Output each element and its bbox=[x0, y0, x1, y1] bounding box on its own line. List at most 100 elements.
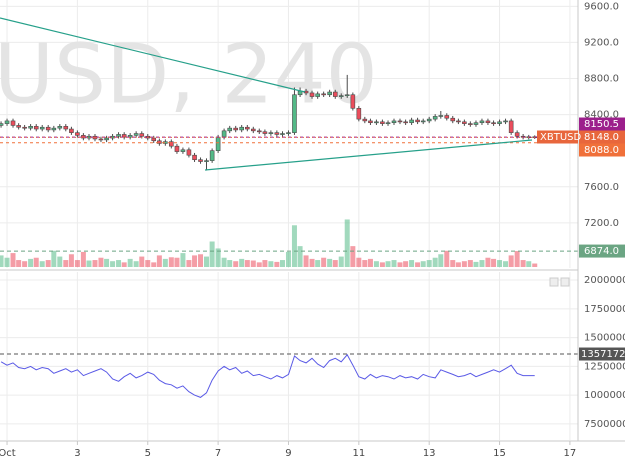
candle-body bbox=[151, 137, 157, 142]
candle-body bbox=[391, 120, 397, 124]
candle-body bbox=[368, 120, 373, 124]
candle-body bbox=[116, 134, 121, 137]
candle-body bbox=[514, 132, 520, 137]
indicator-tick-label: 7500000 bbox=[584, 419, 625, 430]
symbol-label: XBTUSD bbox=[540, 132, 581, 143]
volume-bar bbox=[68, 254, 74, 267]
candle-body bbox=[75, 132, 80, 136]
volume-bar bbox=[116, 260, 122, 267]
volume-bar bbox=[180, 253, 186, 267]
candle-body bbox=[245, 126, 250, 130]
x-tick-label: 3 bbox=[74, 448, 80, 459]
candle-body bbox=[33, 126, 39, 130]
symbol-label-box bbox=[537, 130, 578, 144]
pane-button[interactable] bbox=[560, 277, 570, 287]
candle-body bbox=[332, 91, 338, 97]
volume-bar bbox=[391, 260, 397, 267]
volume-bar bbox=[420, 261, 426, 267]
volume-bar bbox=[139, 256, 145, 267]
candle-body bbox=[233, 127, 239, 131]
volume-bar bbox=[110, 261, 116, 267]
volume-bar bbox=[397, 262, 403, 267]
volume-bar bbox=[532, 263, 538, 267]
volume-bar bbox=[479, 260, 485, 267]
indicator-line bbox=[0, 353, 535, 398]
x-tick-label: 5 bbox=[145, 448, 151, 459]
volume-bar bbox=[4, 257, 10, 267]
candle-body bbox=[28, 126, 33, 129]
x-tick-label: 9 bbox=[285, 448, 291, 459]
volume-bar bbox=[86, 260, 92, 267]
indicator-tick-label: 10000000 bbox=[584, 390, 625, 401]
level-label-box bbox=[579, 347, 625, 361]
candle-body bbox=[344, 94, 350, 97]
candle-body bbox=[239, 126, 244, 131]
volume-bar bbox=[133, 261, 139, 267]
candle-body bbox=[139, 133, 145, 137]
volume-bar bbox=[227, 260, 233, 267]
pane-button[interactable] bbox=[549, 277, 559, 287]
volume-bar bbox=[327, 258, 333, 267]
volume-bar bbox=[309, 258, 315, 267]
candle-body bbox=[268, 132, 274, 134]
candle-body bbox=[45, 126, 51, 131]
volume-bar bbox=[385, 261, 391, 267]
volume-bar bbox=[415, 262, 421, 267]
volume-bar bbox=[63, 260, 69, 267]
volume-bar bbox=[215, 248, 221, 267]
candle-body bbox=[444, 115, 450, 119]
volume-bar bbox=[291, 225, 297, 267]
candle-body bbox=[350, 94, 356, 109]
volume-bar bbox=[262, 260, 268, 267]
volume-bar bbox=[186, 260, 192, 267]
volume-bar bbox=[16, 260, 22, 267]
candle-body bbox=[292, 94, 297, 133]
volume-bar bbox=[168, 257, 174, 267]
volume-bar bbox=[491, 258, 497, 267]
volume-bar bbox=[362, 260, 368, 267]
volume-label-box bbox=[579, 244, 625, 258]
marks bbox=[0, 74, 578, 398]
volume-bar bbox=[33, 257, 39, 267]
volume-bar bbox=[332, 260, 338, 267]
candle-body bbox=[39, 126, 45, 130]
volume-bar bbox=[379, 262, 385, 267]
volume-bar bbox=[432, 257, 438, 267]
volume-bar bbox=[450, 260, 456, 267]
volume-bar bbox=[174, 257, 180, 267]
volume-bar bbox=[321, 257, 327, 267]
candle-body bbox=[286, 132, 291, 134]
candle-body bbox=[497, 121, 502, 124]
candle-body bbox=[221, 130, 227, 138]
volume-bar bbox=[508, 255, 514, 267]
volume-bar bbox=[192, 255, 198, 267]
volume-bar bbox=[373, 261, 379, 267]
candle-body bbox=[327, 91, 332, 96]
candle-body bbox=[426, 118, 432, 122]
watermark: USD, 240 bbox=[0, 27, 378, 122]
x-tick-label: 7 bbox=[215, 448, 221, 459]
candle-body bbox=[473, 122, 479, 125]
price-label: 8148.0 bbox=[584, 132, 619, 143]
y-tick-label: 7600.0 bbox=[584, 182, 619, 193]
volume-bar bbox=[57, 256, 63, 267]
x-tick-label: 15 bbox=[493, 448, 506, 459]
volume-bar bbox=[315, 260, 321, 267]
candle-body bbox=[250, 128, 256, 132]
x-tick-label: 17 bbox=[564, 448, 577, 459]
volume-bar bbox=[356, 257, 362, 267]
candle-body bbox=[491, 122, 496, 125]
volume-bar bbox=[279, 260, 285, 267]
volume-bar bbox=[444, 250, 450, 267]
volume-bar bbox=[367, 258, 373, 267]
volume-bar bbox=[250, 260, 256, 267]
candle-body bbox=[321, 93, 326, 96]
volume-bar bbox=[80, 251, 86, 267]
volume-bar bbox=[92, 260, 98, 267]
volume-bar bbox=[303, 255, 309, 267]
candle-body bbox=[133, 133, 139, 136]
candle-body bbox=[98, 138, 104, 141]
volume-bar bbox=[503, 261, 509, 267]
price-label-box bbox=[579, 117, 625, 131]
candle-body bbox=[22, 126, 27, 129]
